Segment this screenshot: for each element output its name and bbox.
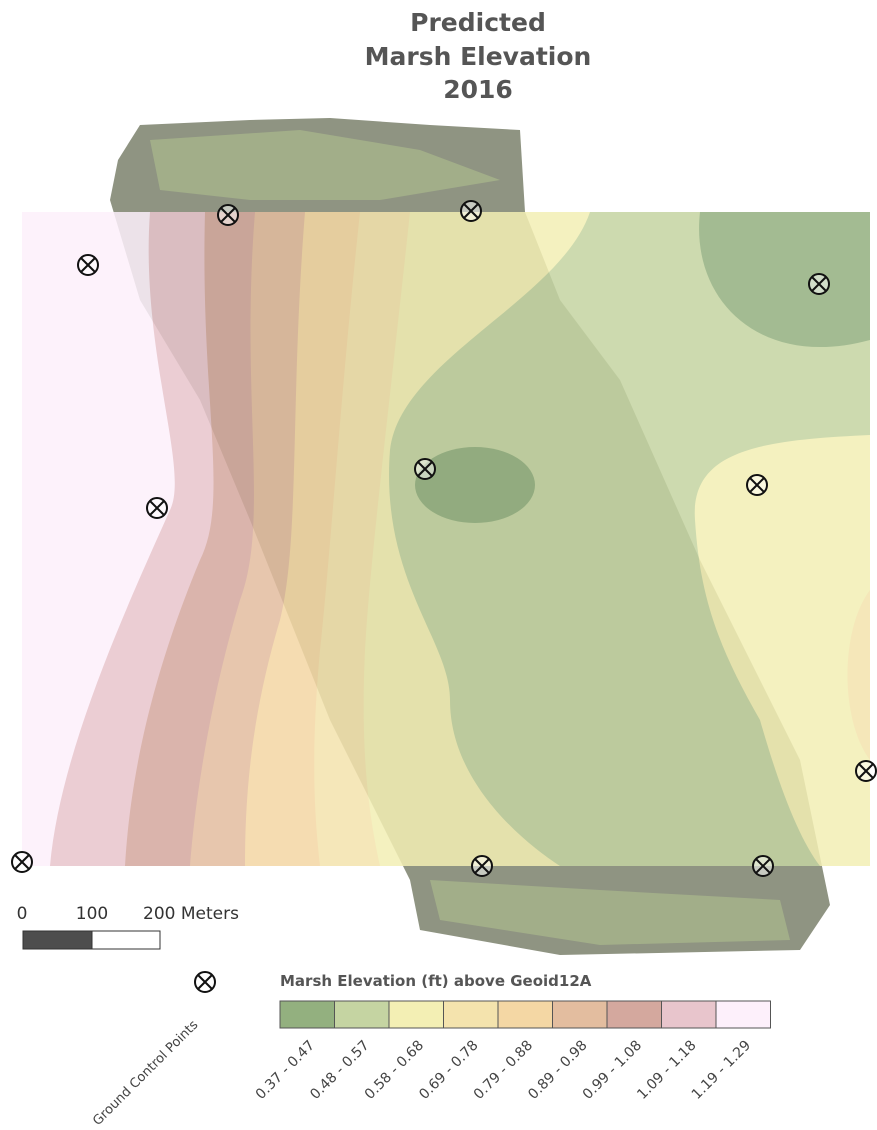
scale-label: 200 Meters — [143, 904, 239, 924]
legend-title: Marsh Elevation (ft) above Geoid12A — [280, 972, 592, 990]
gcp-symbol — [461, 201, 481, 221]
legend-swatch — [716, 1001, 771, 1028]
scale-label: 0 — [17, 904, 28, 924]
scale-bar-segment — [92, 931, 160, 949]
scale-label: 100 — [76, 904, 108, 924]
legend-swatch — [335, 1001, 390, 1028]
gcp-symbol — [753, 856, 773, 876]
legend-swatch — [280, 1001, 335, 1028]
gcp-symbol — [78, 255, 98, 275]
title-line: Marsh Elevation — [365, 42, 592, 71]
gcp-symbol — [12, 852, 32, 872]
legend-swatch — [553, 1001, 608, 1028]
gcp-symbol — [809, 274, 829, 294]
gcp-symbol — [747, 475, 767, 495]
scale-bar-segment — [23, 931, 92, 949]
legend-swatch — [444, 1001, 499, 1028]
title-line: 2016 — [443, 75, 513, 104]
gcp-symbol — [147, 498, 167, 518]
gcp-symbol — [415, 459, 435, 479]
legend-swatch — [498, 1001, 553, 1028]
legend: 0.37 - 0.470.48 - 0.570.58 - 0.680.69 - … — [253, 1001, 771, 1103]
legend-swatch — [662, 1001, 717, 1028]
elevation-surface — [22, 212, 870, 866]
band — [415, 447, 535, 523]
legend-swatch — [607, 1001, 662, 1028]
gcp-symbol — [472, 856, 492, 876]
gcp-symbol — [856, 761, 876, 781]
gcp-symbol — [195, 972, 215, 992]
map-page: Predicted Marsh Elevation 2016 0 100 200… — [0, 0, 877, 1130]
points-label: Ground Control Points — [90, 1018, 201, 1129]
title-line: Predicted — [410, 8, 546, 37]
legend-swatch — [389, 1001, 444, 1028]
legend-label: 1.19 - 1.29 — [689, 1038, 754, 1103]
gcp-symbol — [218, 205, 238, 225]
